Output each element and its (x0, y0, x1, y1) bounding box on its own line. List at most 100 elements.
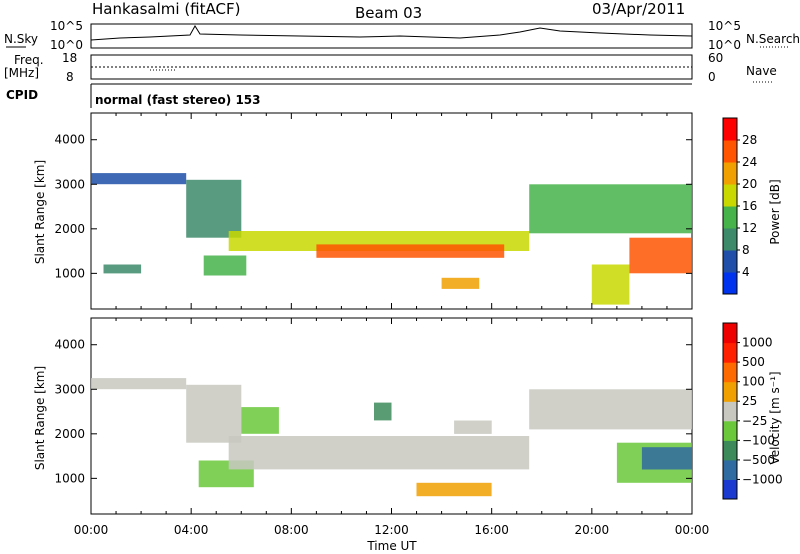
colorbar-tick-label: 100 (742, 375, 765, 389)
nsky-tick-top: 10^5 (50, 19, 83, 33)
y-tick-label: 1000 (54, 471, 85, 485)
y-tick-label: 2000 (54, 222, 85, 236)
freq-label: Freq. (14, 53, 44, 67)
x-tick-label: 00:00 (74, 523, 109, 537)
date-title: 03/Apr/2011 (592, 0, 685, 18)
nsearch-tick-top: 10^5 (708, 19, 741, 33)
freq-tick-top: 18 (62, 51, 77, 65)
colorbar-tick-label: 28 (742, 133, 757, 147)
colorbar-swatch (723, 401, 737, 422)
colorbar-frame (722, 322, 738, 500)
y-tick-label: 2000 (54, 427, 85, 441)
nsearch-label: N.Search (746, 32, 800, 46)
nsky-trace (90, 25, 693, 41)
nsky-tick-bottom: 10^0 (50, 38, 83, 52)
echo-region (186, 179, 242, 238)
colorbar-tick-label: 500 (742, 355, 765, 369)
x-tick-label: 16:00 (474, 523, 509, 537)
colorbar-tick-label: −1000 (742, 472, 783, 486)
nave-tick-bottom: 0 (708, 70, 716, 84)
colorbar-tick-label: 20 (742, 177, 757, 191)
power-colorbar: 4 8 12 16 20 24 28 (722, 117, 757, 295)
nsky-label: N.Sky (4, 32, 38, 46)
colorbar-swatch (723, 381, 737, 402)
nsky-strip: N.Sky 10^5 10^0 10^5 10^0 N.Search (4, 19, 800, 52)
y-tick-label: 4000 (54, 338, 85, 352)
echo-region (529, 184, 692, 234)
echo-region (241, 407, 279, 434)
power-echoes (91, 173, 692, 305)
colorbar-swatch (723, 118, 737, 141)
y-tick-label: 3000 (54, 177, 85, 191)
echo-region (374, 402, 392, 421)
colorbar-tick-label: −100 (742, 433, 775, 447)
echo-region (416, 482, 492, 497)
colorbar-tick-label: 16 (742, 199, 757, 213)
colorbar-tick-label: −500 (742, 453, 775, 467)
echo-region (91, 173, 187, 185)
nave-label: Nave (746, 64, 777, 78)
freq-tick-bottom: 8 (66, 70, 74, 84)
y-tick-label: 3000 (54, 382, 85, 396)
colorbar-tick-label: 8 (742, 243, 750, 257)
colorbar-swatch (723, 140, 737, 163)
x-tick-label: 12:00 (374, 523, 409, 537)
colorbar-swatch (723, 342, 737, 363)
x-tick-label: 04:00 (174, 523, 209, 537)
echo-region (316, 244, 505, 258)
colorbar-swatch (723, 440, 737, 461)
freq-unit: [MHz] (4, 66, 39, 80)
echo-region (441, 277, 480, 289)
power-colorbar-label: Power [dB] (768, 179, 782, 244)
velocity-echoes (91, 378, 692, 497)
x-tick-label: 08:00 (274, 523, 309, 537)
echo-region (529, 389, 692, 430)
echo-region (641, 447, 692, 470)
station-title: Hankasalmi (fitACF) (92, 0, 240, 18)
power-panel: 1000 2000 3000 4000 Slant Range [km] 4 8 12 16… (33, 112, 782, 310)
beam-title: Beam 03 (355, 4, 422, 22)
colorbar-swatch (723, 206, 737, 229)
echo-region (91, 378, 187, 390)
colorbar-swatch (723, 184, 737, 207)
nsearch-tick-bottom: 10^0 (708, 38, 741, 52)
colorbar-swatch (723, 420, 737, 441)
cpid-value: normal (fast stereo) 153 (95, 93, 261, 107)
velocity-colorbar: 1000 500 100 25 −25 −100 −500 −1000 (722, 322, 783, 500)
freq-strip: Freq. [MHz] 18 8 60 0 Nave (4, 51, 777, 84)
y-tick-label: 4000 (54, 133, 85, 147)
velocity-ylabel: Slant Range [km] (33, 366, 47, 470)
x-tick-label: 20:00 (575, 523, 610, 537)
echo-region (103, 264, 142, 274)
colorbar-swatch (723, 272, 737, 295)
power-y-ticks: 1000 2000 3000 4000 (54, 113, 693, 309)
colorbar-tick-label: 25 (742, 394, 757, 408)
nave-tick-top: 60 (708, 51, 723, 65)
velocity-colorbar-label: Velocity [m s⁻¹] (768, 371, 782, 464)
echo-region (591, 264, 630, 305)
echo-region (186, 384, 242, 443)
echo-region (454, 420, 492, 434)
y-tick-label: 1000 (54, 266, 85, 280)
velocity-x-ticks: 00:00 04:00 08:00 12:00 16:00 20:00 00:00 (74, 523, 710, 537)
colorbar-tick-label: 24 (742, 155, 757, 169)
colorbar-swatch (723, 479, 737, 500)
colorbar-swatch (723, 323, 737, 344)
cpid-strip: CPID normal (fast stereo) 153 (6, 83, 692, 108)
colorbar-swatch (723, 250, 737, 273)
x-tick-label: 00:00 (675, 523, 710, 537)
colorbar-tick-label: 1000 (742, 336, 773, 350)
echo-region (228, 436, 530, 470)
velocity-y-ticks: 1000 2000 3000 4000 (54, 318, 693, 514)
colorbar-swatch (723, 162, 737, 185)
echo-region (203, 255, 247, 276)
time-axis-label: Time UT (366, 539, 417, 553)
colorbar-swatch (723, 459, 737, 480)
colorbar-swatch (723, 362, 737, 383)
cpid-label: CPID (6, 88, 38, 102)
echo-region (629, 237, 692, 274)
colorbar-tick-label: −25 (742, 414, 767, 428)
velocity-panel: 1000 2000 3000 4000 00:00 04:00 08:00 12:00 16:… (33, 317, 783, 553)
colorbar-tick-label: 4 (742, 265, 750, 279)
